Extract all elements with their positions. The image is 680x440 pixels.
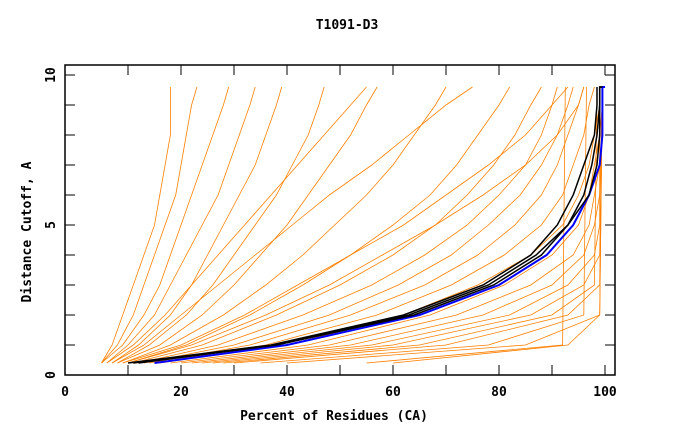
x-tick-label: 40: [279, 385, 295, 400]
model-curve-19: [223, 86, 598, 364]
black-curve-1: [138, 86, 603, 364]
model-curve-3: [111, 86, 283, 364]
model-curve-29: [127, 86, 585, 364]
model-curve-25: [101, 87, 171, 364]
y-tick-label: 0: [44, 371, 59, 379]
model-curve-7: [127, 86, 510, 364]
chart-title: T1091-D3: [316, 18, 379, 33]
model-curve-28: [111, 86, 473, 364]
model-curve-20: [233, 86, 603, 364]
model-curve-1: [101, 86, 230, 364]
black-curve-2: [133, 86, 603, 364]
model-curve-26: [106, 86, 367, 364]
model-curve-0: [101, 86, 198, 364]
blue-curve-0: [154, 86, 605, 364]
model-curve-11: [149, 86, 585, 364]
x-tick-label: 20: [173, 385, 189, 400]
model-curve-4: [117, 86, 325, 364]
y-tick-label: 10: [44, 67, 59, 83]
model-curve-9: [138, 86, 558, 364]
y-tick-label: 5: [44, 221, 59, 229]
model-curve-10: [143, 86, 574, 364]
model-curve-12: [154, 86, 595, 364]
y-axis-label: Distance Cutoff, A: [20, 161, 35, 302]
model-curve-2: [106, 86, 256, 364]
black-curve-0: [127, 87, 598, 364]
x-tick-label: 80: [491, 385, 507, 400]
plot-frame: [64, 64, 616, 376]
x-tick-label: 60: [385, 385, 401, 400]
x-tick-label: 100: [593, 385, 617, 400]
axes: 0 20 40 60 80 100 0 5 10: [44, 65, 617, 400]
x-tick-label: 0: [61, 385, 69, 400]
series-group: [101, 86, 605, 364]
model-curve-17: [202, 86, 603, 364]
model-curve-5: [117, 86, 378, 364]
model-curve-23: [366, 86, 566, 364]
x-axis-label: Percent of Residues (CA): [240, 409, 428, 424]
model-curve-24: [392, 86, 603, 364]
model-curve-27: [122, 86, 569, 364]
